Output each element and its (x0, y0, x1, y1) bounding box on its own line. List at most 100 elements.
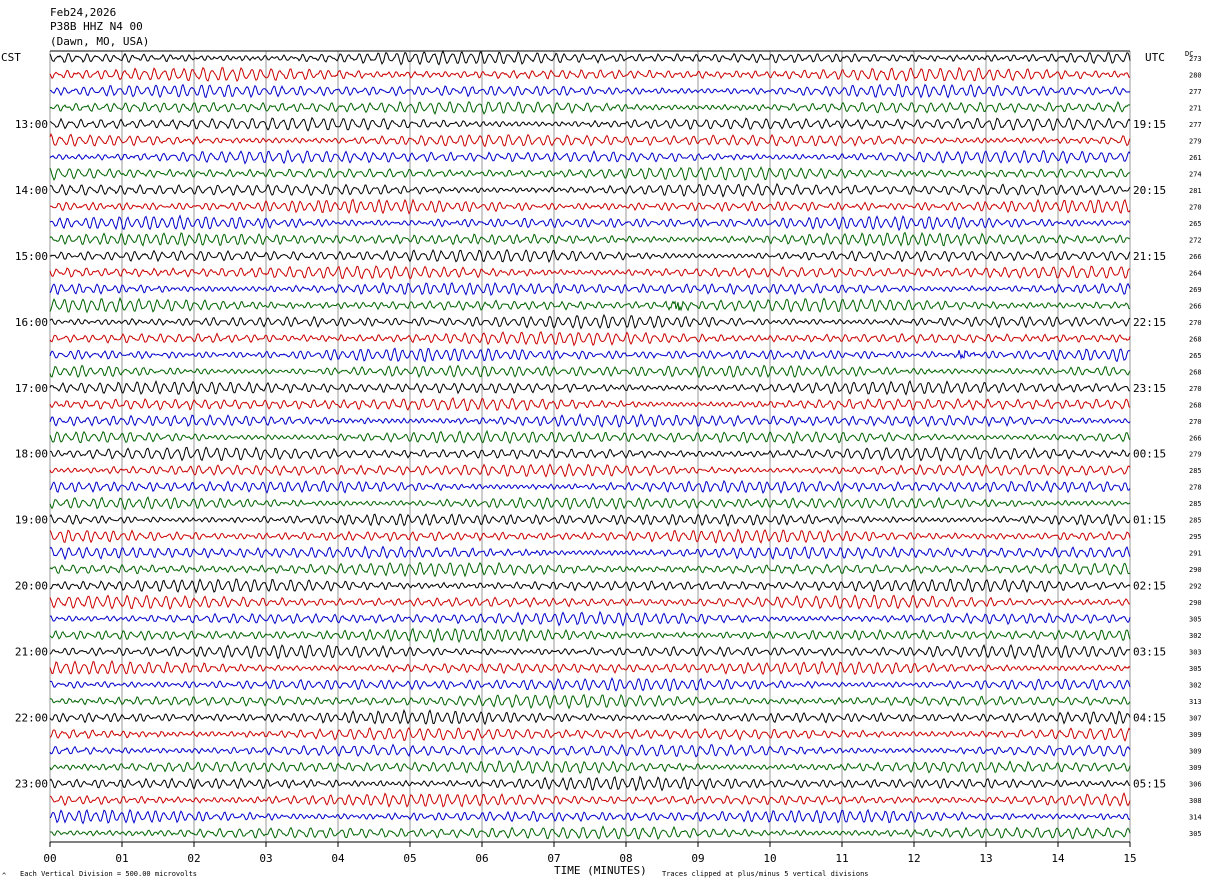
x-tick-label: 13 (979, 852, 992, 865)
trace-line-5 (49, 132, 1131, 148)
trace-line-40 (49, 709, 1131, 726)
dc-value: 303 (1189, 649, 1202, 657)
trace-line-31 (49, 561, 1131, 578)
trace-line-15 (49, 296, 1131, 314)
x-tick-label: 02 (187, 852, 200, 865)
trace-line-28 (49, 513, 1131, 527)
trace-line-12 (49, 248, 1131, 263)
trace-line-41 (49, 726, 1131, 742)
trace-line-22 (49, 412, 1131, 428)
trace-line-11 (49, 231, 1130, 247)
trace-line-0 (49, 50, 1131, 66)
dc-value: 270 (1189, 385, 1202, 393)
utc-hour-label: 19:15 (1133, 118, 1166, 131)
dc-value: 268 (1189, 335, 1202, 343)
utc-hour-label: 04:15 (1133, 712, 1166, 725)
utc-hour-labels: 19:15 20:15 21:15 22:15 23:15 00:15 01:15 02:15… (1133, 118, 1166, 791)
dc-value: 273 (1189, 55, 1202, 63)
dc-value: 307 (1189, 715, 1202, 723)
time-grid (49, 50, 1131, 847)
trace-line-16 (49, 313, 1131, 330)
trace-line-34 (49, 610, 1131, 627)
trace-line-10 (49, 214, 1131, 232)
trace-line-27 (49, 496, 1131, 511)
dc-value: 278 (1189, 484, 1202, 492)
cst-hour-label: 22:00 (15, 712, 48, 725)
utc-hour-label: 00:15 (1133, 448, 1166, 461)
dc-value: 285 (1189, 500, 1202, 508)
trace-line-43 (49, 759, 1131, 774)
trace-line-23 (49, 429, 1131, 445)
trace-line-44 (49, 775, 1131, 792)
dc-value: 309 (1189, 748, 1202, 756)
trace-line-18 (49, 347, 1131, 363)
dc-value: 281 (1189, 187, 1202, 195)
utc-hour-label: 23:15 (1133, 382, 1166, 395)
trace-line-47 (49, 825, 1131, 840)
dc-value: 265 (1189, 352, 1202, 360)
cst-hour-label: 17:00 (15, 382, 48, 395)
trace-line-14 (49, 281, 1131, 296)
utc-hour-label: 22:15 (1133, 316, 1166, 329)
dc-value: 266 (1189, 253, 1202, 261)
dc-column-label: DC (1185, 50, 1193, 58)
trace-line-30 (49, 545, 1131, 561)
dc-value: 313 (1189, 698, 1202, 706)
x-tick-label: 14 (1051, 852, 1065, 865)
dc-value: 290 (1189, 599, 1202, 607)
trace-line-36 (49, 643, 1131, 660)
x-tick-label: 08 (619, 852, 632, 865)
dc-value: 290 (1189, 566, 1202, 574)
trace-group (49, 50, 1131, 840)
dc-value: 261 (1189, 154, 1202, 162)
trace-line-35 (49, 627, 1131, 644)
right-timezone-label: UTC (1145, 51, 1165, 64)
dc-value: 302 (1189, 632, 1202, 640)
x-tick-label: 03 (259, 852, 272, 865)
dc-value: 265 (1189, 220, 1202, 228)
trace-line-21 (49, 397, 1131, 412)
trace-line-1 (49, 66, 1131, 83)
header: Feb24,2026 P38B HHZ N4 00 (Dawn, MO, USA… (50, 6, 149, 48)
dc-value: 268 (1189, 368, 1202, 376)
utc-hour-label: 03:15 (1133, 646, 1166, 659)
dc-value: 270 (1189, 418, 1202, 426)
cst-hour-label: 21:00 (15, 646, 48, 659)
cst-hour-label: 19:00 (15, 514, 48, 527)
cst-hour-label: 18:00 (15, 448, 48, 461)
dc-value: 280 (1189, 71, 1202, 79)
cst-hour-label: 16:00 (15, 316, 48, 329)
trace-line-3 (49, 100, 1131, 115)
dc-value: 305 (1189, 830, 1202, 838)
cst-hour-labels: 13:00 14:00 15:00 16:00 17:00 18:00 19:00 20:00… (15, 118, 48, 791)
trace-line-37 (49, 660, 1131, 676)
trace-line-19 (49, 364, 1131, 379)
dc-value: 306 (1189, 781, 1202, 789)
trace-line-6 (49, 149, 1131, 165)
dc-value: 295 (1189, 533, 1202, 541)
clip-note: Traces clipped at plus/minus 5 vertical … (662, 870, 869, 878)
dc-value: 309 (1189, 764, 1202, 772)
utc-hour-label: 21:15 (1133, 250, 1166, 263)
trace-line-20 (49, 379, 1131, 396)
dc-value: 305 (1189, 665, 1202, 673)
cst-hour-label: 13:00 (15, 118, 48, 131)
cst-hour-label: 20:00 (15, 580, 48, 593)
dc-value: 272 (1189, 236, 1202, 244)
trace-line-9 (49, 198, 1131, 215)
corner-mark: ^ (2, 872, 6, 880)
dc-value: 266 (1189, 434, 1202, 442)
dc-value: 266 (1189, 302, 1202, 310)
x-tick-label: 06 (475, 852, 488, 865)
trace-line-25 (49, 463, 1131, 478)
cst-hour-label: 14:00 (15, 184, 48, 197)
trace-line-8 (49, 182, 1131, 198)
trace-line-42 (49, 743, 1131, 758)
trace-line-13 (49, 265, 1131, 280)
x-tick-label: 04 (331, 852, 345, 865)
left-timezone-label: CST (1, 51, 21, 64)
dc-value: 285 (1189, 467, 1202, 475)
x-axis-title: TIME (MINUTES) (554, 864, 647, 877)
trace-line-24 (49, 446, 1131, 462)
x-tick-label: 05 (403, 852, 416, 865)
